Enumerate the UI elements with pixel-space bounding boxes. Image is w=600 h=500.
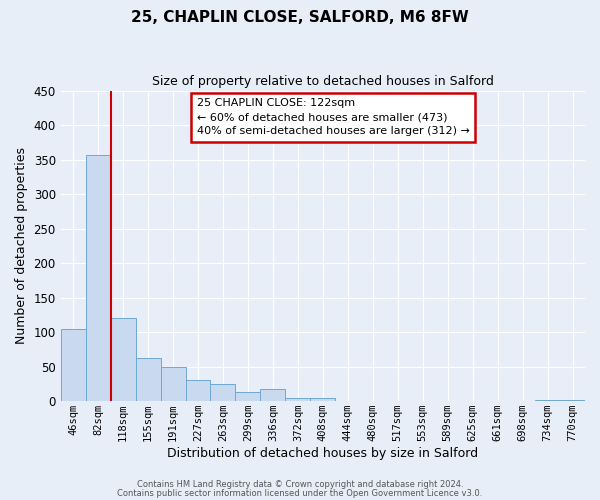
Bar: [560, 400, 585, 401]
Bar: [211, 384, 235, 401]
Bar: [161, 368, 185, 401]
Bar: [61, 328, 86, 401]
Bar: [235, 392, 260, 401]
Title: Size of property relative to detached houses in Salford: Size of property relative to detached ho…: [152, 75, 494, 88]
Bar: [310, 398, 335, 401]
Bar: [110, 318, 136, 401]
Bar: [535, 400, 560, 401]
Text: Contains public sector information licensed under the Open Government Licence v3: Contains public sector information licen…: [118, 488, 482, 498]
Text: Contains HM Land Registry data © Crown copyright and database right 2024.: Contains HM Land Registry data © Crown c…: [137, 480, 463, 489]
X-axis label: Distribution of detached houses by size in Salford: Distribution of detached houses by size …: [167, 447, 478, 460]
Bar: [86, 154, 110, 401]
Text: 25 CHAPLIN CLOSE: 122sqm
← 60% of detached houses are smaller (473)
40% of semi-: 25 CHAPLIN CLOSE: 122sqm ← 60% of detach…: [197, 98, 470, 136]
Text: 25, CHAPLIN CLOSE, SALFORD, M6 8FW: 25, CHAPLIN CLOSE, SALFORD, M6 8FW: [131, 10, 469, 25]
Bar: [286, 398, 310, 401]
Bar: [136, 358, 161, 401]
Bar: [260, 390, 286, 401]
Y-axis label: Number of detached properties: Number of detached properties: [15, 148, 28, 344]
Bar: [185, 380, 211, 401]
